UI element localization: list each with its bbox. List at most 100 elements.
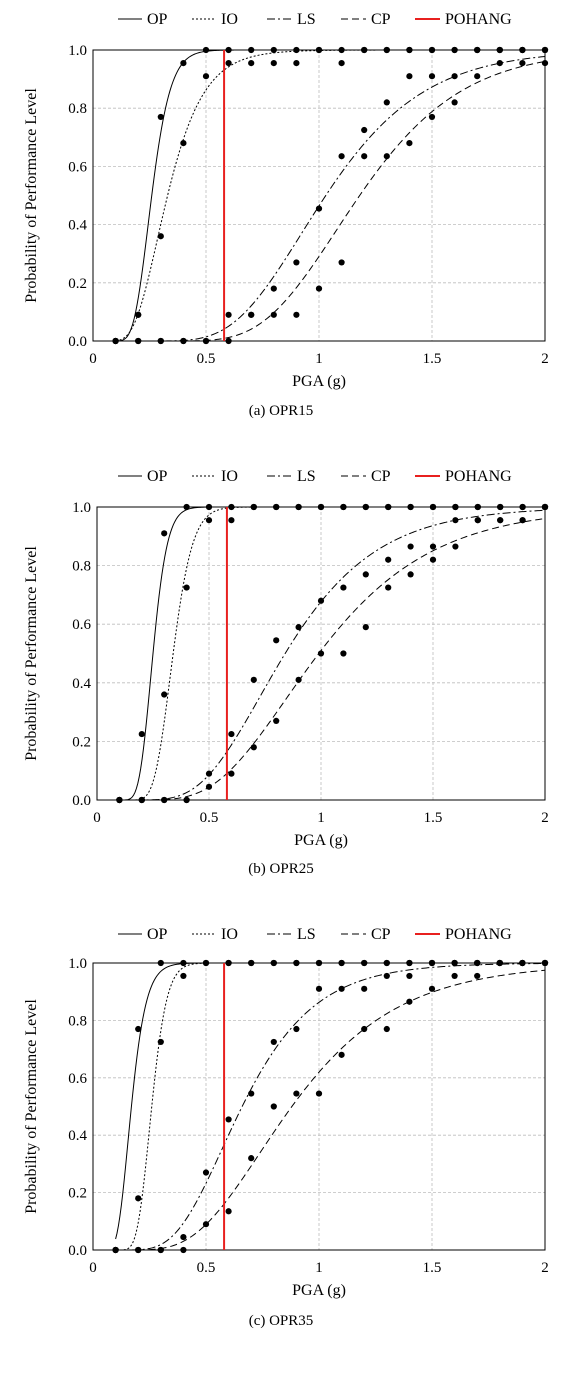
series-curve-io — [115, 49, 545, 342]
data-point-cp — [519, 517, 526, 524]
x-tick-label: 1 — [315, 351, 323, 367]
data-point-io — [406, 959, 413, 967]
data-point-op — [248, 46, 255, 54]
data-point-ls — [385, 556, 392, 563]
y-axis-label: Probability of Performance Level — [23, 546, 40, 761]
data-point-io — [362, 503, 369, 511]
y-tick-label: 0.2 — [68, 1186, 87, 1202]
y-tick-label: 0.4 — [68, 218, 87, 234]
legend-label-cp: CP — [371, 926, 391, 943]
data-point-op — [157, 113, 164, 121]
data-point-io — [180, 140, 187, 147]
data-point-io — [135, 311, 142, 318]
data-point-cp — [293, 311, 300, 318]
data-point-ls — [361, 126, 368, 134]
data-point-cp — [270, 311, 277, 318]
data-point-io — [497, 503, 504, 511]
data-point-cp — [225, 1208, 232, 1215]
data-point-io — [250, 503, 257, 511]
data-point-cp — [116, 796, 123, 804]
data-point-cp — [161, 796, 168, 804]
data-point-op — [228, 503, 235, 511]
data-point-io — [315, 959, 323, 967]
data-point-io — [451, 46, 458, 54]
data-point-ls — [429, 543, 437, 550]
data-point-cp — [112, 337, 119, 345]
data-point-cp — [519, 59, 526, 67]
data-point-ls — [496, 46, 503, 54]
data-point-io — [428, 46, 436, 54]
data-point-cp — [406, 140, 413, 147]
y-tick-label: 0.8 — [68, 1013, 87, 1029]
y-tick-label: 0.4 — [72, 676, 91, 692]
data-point-ls — [293, 259, 300, 266]
data-point-io — [161, 691, 168, 698]
data-point-ls — [295, 624, 302, 631]
data-point-cp — [228, 770, 235, 777]
data-point-cp — [180, 1246, 187, 1254]
data-point-ls — [474, 46, 481, 54]
figure-caption: (a) OPR15 — [249, 403, 314, 419]
data-point-ls — [451, 73, 458, 80]
data-point-cp — [157, 1246, 164, 1254]
y-tick-label: 1.0 — [68, 956, 87, 972]
data-point-cp — [406, 998, 413, 1005]
data-point-io — [270, 59, 277, 67]
data-point-cp — [315, 285, 323, 292]
data-point-io — [295, 503, 302, 511]
y-tick-label: 0.6 — [72, 617, 91, 633]
x-tick-label: 0 — [89, 1260, 97, 1276]
series-curve-ls — [115, 963, 546, 1251]
data-point-cp — [541, 959, 549, 967]
data-point-ls — [315, 205, 323, 212]
data-point-ls — [225, 311, 232, 318]
data-point-cp — [497, 517, 504, 524]
data-point-cp — [474, 73, 481, 80]
data-point-io — [474, 503, 481, 511]
data-point-io — [293, 59, 300, 67]
legend-label-pohang: POHANG — [445, 926, 512, 943]
data-point-cp — [135, 337, 142, 345]
data-point-cp — [202, 1221, 210, 1228]
data-point-cp — [270, 1103, 277, 1110]
x-tick-label: 0 — [89, 351, 97, 367]
legend-label-pohang: POHANG — [445, 11, 512, 28]
series-curve-op — [115, 962, 545, 1240]
data-point-ls — [228, 730, 235, 738]
data-point-io — [407, 503, 414, 511]
data-point-ls — [474, 959, 481, 967]
legend-label-io: IO — [221, 468, 238, 485]
data-point-cp — [541, 59, 549, 67]
data-point-ls — [317, 597, 325, 604]
data-point-ls — [270, 285, 277, 292]
data-point-io — [315, 46, 323, 54]
data-point-cp — [157, 337, 164, 345]
data-point-ls — [293, 1025, 300, 1033]
x-tick-label: 0.5 — [197, 1260, 216, 1276]
series-curve-cp — [119, 518, 546, 801]
data-point-op — [183, 503, 190, 511]
plot-area-frame — [92, 962, 546, 1251]
data-point-cp — [250, 744, 257, 751]
figure-caption: (c) OPR35 — [249, 1313, 314, 1329]
data-point-io — [180, 972, 187, 980]
y-tick-label: 0.2 — [68, 276, 87, 292]
y-tick-label: 0.6 — [68, 159, 87, 175]
data-point-io — [406, 46, 413, 54]
data-point-cp — [407, 571, 414, 578]
data-point-cp — [183, 796, 190, 804]
data-point-io — [157, 233, 164, 240]
chart-panel-3: 0 0.5 1 1.5 2 0.0 0.2 0.4 0.6 0.8 1.0 PGA (g) Probab… — [23, 926, 549, 1329]
data-point-io — [385, 503, 392, 511]
data-point-io — [338, 959, 345, 967]
data-point-io — [228, 517, 235, 524]
data-point-io — [340, 503, 347, 511]
data-point-cp — [273, 717, 280, 724]
y-axis-label: Probability of Performance Level — [23, 999, 40, 1214]
chart-panel-2: 0 0.5 1 1.5 2 0.0 0.2 0.4 0.6 0.8 1.0 PGA (g) Probab… — [23, 468, 549, 877]
data-point-cp — [361, 153, 368, 160]
chart-panel-1: 0 0.5 1 1.5 2 0.0 0.2 0.4 0.6 0.8 1.0 PGA (g) Probab… — [23, 11, 549, 419]
legend-label-op: OP — [147, 11, 168, 28]
legend-label-ls: LS — [297, 926, 316, 943]
